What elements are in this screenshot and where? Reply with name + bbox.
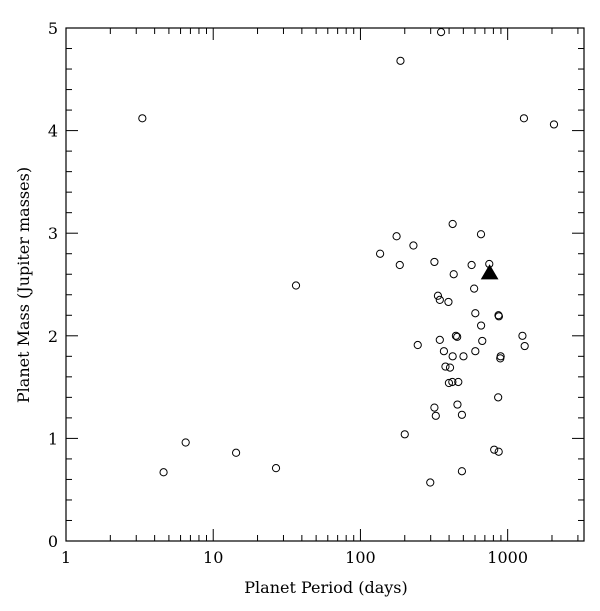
scatter-point xyxy=(470,284,479,293)
scatter-point xyxy=(471,309,480,318)
scatter-point xyxy=(448,219,457,229)
scatter-point xyxy=(453,400,462,409)
y-axis-title: Planet Mass (Jupiter masses) xyxy=(14,167,33,403)
plot-border xyxy=(65,27,585,542)
x-tick-label: 1000 xyxy=(487,548,528,567)
scatter-point xyxy=(430,403,439,412)
scatter-point xyxy=(396,56,405,65)
scatter-point xyxy=(400,430,409,439)
y-tick-label: 2 xyxy=(48,327,58,346)
scatter-point xyxy=(271,464,281,473)
data-points xyxy=(138,28,559,487)
x-tick-label: 1 xyxy=(61,548,71,567)
y-tick-label: 5 xyxy=(48,19,58,38)
scatter-point xyxy=(471,347,480,356)
scatter-point xyxy=(457,467,467,476)
y-tick-label: 0 xyxy=(48,532,58,551)
scatter-point xyxy=(439,347,449,356)
scatter-point xyxy=(448,352,457,361)
scatter-point xyxy=(426,478,435,487)
scatter-point xyxy=(494,393,503,402)
scatter-point xyxy=(435,295,444,304)
scatter-point xyxy=(444,297,453,307)
scatter-point xyxy=(436,28,446,37)
scatter-point xyxy=(395,260,404,270)
scatter-point xyxy=(457,410,467,419)
scatter-point xyxy=(476,321,486,330)
scatter-point xyxy=(413,340,422,350)
scatter-point xyxy=(159,468,168,477)
scatter-point xyxy=(392,232,401,241)
scatter-point xyxy=(494,447,503,456)
scatter-point xyxy=(496,352,505,361)
scatter-point xyxy=(376,249,385,258)
scatter-point xyxy=(291,281,301,290)
scatter-point xyxy=(431,411,440,420)
scatter-point xyxy=(519,114,529,123)
scatter-point xyxy=(478,336,487,346)
scatter-point xyxy=(549,120,559,129)
scatter-point xyxy=(138,114,147,123)
scatter-point xyxy=(444,378,454,388)
scatter-point xyxy=(433,291,443,300)
y-tick-label: 4 xyxy=(48,122,58,141)
axis-ticks xyxy=(65,27,584,542)
scatter-point xyxy=(454,377,463,387)
x-tick-label: 10 xyxy=(203,548,223,567)
scatter-point xyxy=(441,362,450,371)
highlight-triangle-point xyxy=(480,264,499,280)
plot-frame xyxy=(65,27,585,542)
scatter-point xyxy=(448,377,457,387)
x-axis-title: Planet Period (days) xyxy=(244,578,407,597)
scatter-point xyxy=(231,448,241,457)
x-tick-label: 100 xyxy=(345,548,376,567)
scatter-point xyxy=(445,363,455,372)
y-tick-label: 1 xyxy=(48,429,58,448)
scatter-point xyxy=(181,438,190,447)
y-tick-label: 3 xyxy=(48,224,58,243)
scatter-point xyxy=(451,331,460,340)
scatter-point xyxy=(430,257,439,267)
scatter-point xyxy=(520,341,529,351)
scatter-point xyxy=(490,445,499,454)
scatter-point xyxy=(467,260,476,270)
scatter-point xyxy=(459,352,468,361)
scatter-point xyxy=(449,270,458,279)
scatter-point xyxy=(476,230,486,239)
scatter-point xyxy=(435,335,444,345)
scatter-point xyxy=(518,331,527,340)
scatter-point xyxy=(494,312,504,321)
scatter-point xyxy=(453,332,462,341)
scatter-point xyxy=(409,241,418,250)
